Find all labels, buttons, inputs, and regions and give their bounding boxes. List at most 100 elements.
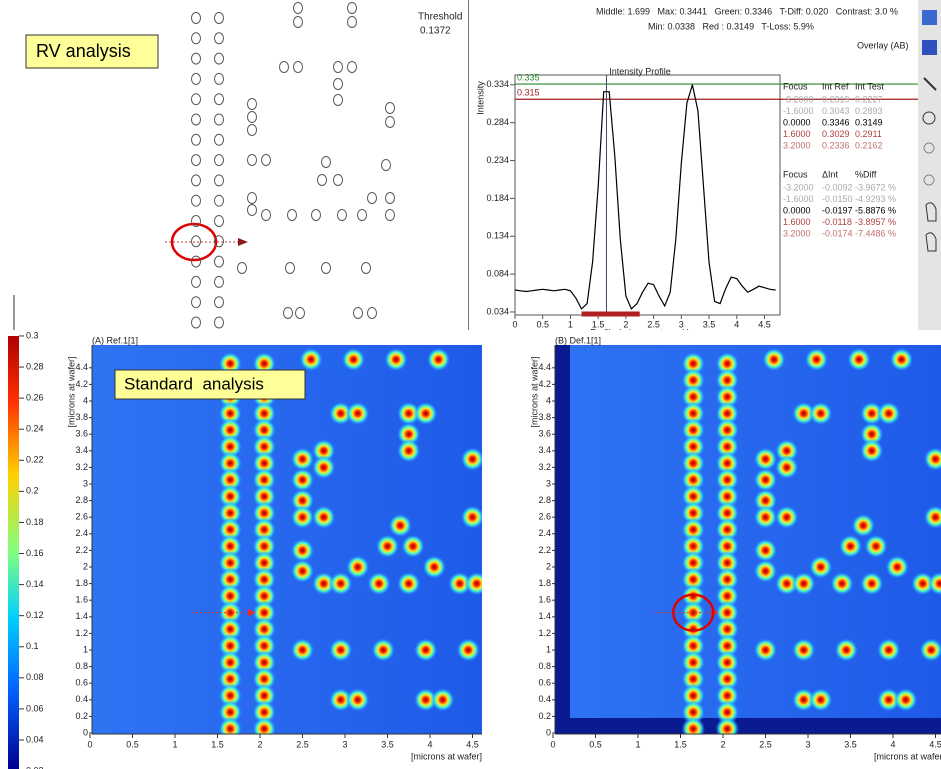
tool-button[interactable]: [922, 10, 937, 25]
contact-spot: [860, 439, 884, 463]
table-cell: -5.8876 %: [855, 205, 896, 215]
contact-spot: [376, 534, 400, 558]
contact-spot: [754, 638, 778, 662]
y-tick-label: 0: [83, 727, 88, 737]
y-tick-label: 0.8: [75, 661, 88, 671]
contact-spot: [218, 717, 242, 741]
contact-spot: [291, 638, 315, 662]
contact-spot: [299, 348, 323, 372]
contact-spot: [809, 555, 833, 579]
x-tick-label: 0.5: [126, 739, 139, 749]
contact-spot: [384, 348, 408, 372]
x-axis-label: [microns at wafer]: [874, 751, 941, 761]
x-tick-label: 4.5: [758, 319, 771, 329]
y-tick-label: 3.2: [538, 462, 551, 472]
y-tick-label: 2.6: [538, 512, 551, 522]
y-axis-label: Intensity: [475, 81, 485, 115]
x-tick-label: 2.5: [759, 739, 772, 749]
table-cell: -0.0118: [822, 217, 852, 227]
table-cell: -3.2000: [783, 182, 814, 192]
contact-spot: [877, 401, 901, 425]
heatmap-image: [92, 345, 489, 741]
contact-spot: [864, 534, 888, 558]
contact-spot: [427, 348, 451, 372]
overlay-label: Overlay (AB): [857, 40, 909, 50]
reference-label: 0.315: [517, 88, 540, 98]
contact-spot: [885, 555, 909, 579]
y-tick-label: 0: [546, 727, 551, 737]
y-tick-label: 1.2: [538, 628, 551, 638]
colorbar-label: 0.16: [26, 548, 44, 558]
table-cell: 0.3346: [822, 117, 850, 127]
y-tick-label: 1.4: [75, 611, 88, 621]
y-tick-label: 0.184: [486, 193, 509, 203]
x-tick-label: 0: [512, 319, 517, 329]
table-cell: -0.0150: [822, 194, 853, 204]
contact-spot: [754, 468, 778, 492]
colorbar-label: 0.02: [26, 765, 44, 769]
y-tick-label: 4.4: [538, 362, 551, 372]
contact-spot: [805, 348, 829, 372]
contact-spot: [346, 401, 370, 425]
y-tick-label: 2.4: [538, 528, 551, 538]
heatmap: (B) Def.1[1][microns at wafer][microns a…: [529, 335, 941, 761]
y-tick-label: 2: [83, 561, 88, 571]
y-tick-label: 3.8: [75, 412, 88, 422]
x-axis-label: Profile (microns at mask): [590, 327, 690, 337]
table-cell: -4.9293 %: [855, 194, 896, 204]
contact-spot: [465, 572, 489, 596]
contact-spot: [847, 348, 871, 372]
y-tick-label: 1.6: [538, 595, 551, 605]
table-cell: -3.2000: [783, 94, 814, 104]
contact-spot: [312, 505, 336, 529]
contact-spot: [860, 572, 884, 596]
y-tick-label: 2: [546, 561, 551, 571]
rv-panel: RV analysis Threshold 0.1372: [0, 0, 469, 330]
contact-spot: [329, 638, 353, 662]
screenshot: RV analysis Threshold 0.1372 Middle: 1.6…: [0, 0, 941, 769]
y-tick-label: 3.4: [538, 445, 551, 455]
contact-spot: [775, 505, 799, 529]
y-tick-label: 0.8: [538, 661, 551, 671]
y-tick-label: 4: [546, 395, 551, 405]
x-tick-label: 1: [568, 319, 573, 329]
table-cell: -3.8957 %: [855, 217, 896, 227]
contact-spot: [890, 348, 914, 372]
x-tick-label: 3: [342, 739, 347, 749]
heatmap: (A) Ref.1[1][microns at wafer][microns a…: [66, 335, 488, 761]
tool-button[interactable]: [922, 40, 937, 55]
x-tick-label: 3.5: [703, 319, 716, 329]
table-cell: 0.2911: [855, 129, 882, 139]
contact-spot: [775, 455, 799, 479]
contact-spot: [834, 638, 858, 662]
table-cell: 0.0000: [783, 117, 811, 127]
standard-label: Standard analysis: [124, 374, 264, 393]
contact-spot: [291, 538, 315, 562]
table-header: %Diff: [855, 169, 877, 179]
toolbar: [918, 0, 941, 330]
contact-spot: [461, 505, 485, 529]
colorbar: [8, 336, 19, 769]
colorbar-label: 0.1: [26, 641, 39, 651]
contact-spot: [877, 638, 901, 662]
colorbar-label: 0.2: [26, 486, 39, 496]
y-tick-label: 4.2: [75, 379, 88, 389]
y-tick-label: 0.084: [486, 268, 509, 278]
table-cell: -1.6000: [783, 194, 814, 204]
colorbar-label: 0.14: [26, 579, 44, 589]
table-cell: 0.2893: [855, 106, 883, 116]
x-tick-label: 2: [720, 739, 725, 749]
contact-spot: [839, 534, 863, 558]
rv-label: RV analysis: [36, 41, 131, 61]
y-tick-label: 3: [546, 478, 551, 488]
contact-spot: [371, 638, 395, 662]
x-tick-label: 4.5: [929, 739, 941, 749]
contact-spot: [431, 688, 455, 712]
x-tick-label: 3: [805, 739, 810, 749]
table-cell: 0.2319: [822, 94, 850, 104]
table-cell: 0.2336: [822, 140, 850, 150]
table-header: Int Ref: [822, 81, 849, 91]
y-tick-label: 1.8: [538, 578, 551, 588]
y-tick-label: 4: [83, 395, 88, 405]
y-tick-label: 3.8: [538, 412, 551, 422]
